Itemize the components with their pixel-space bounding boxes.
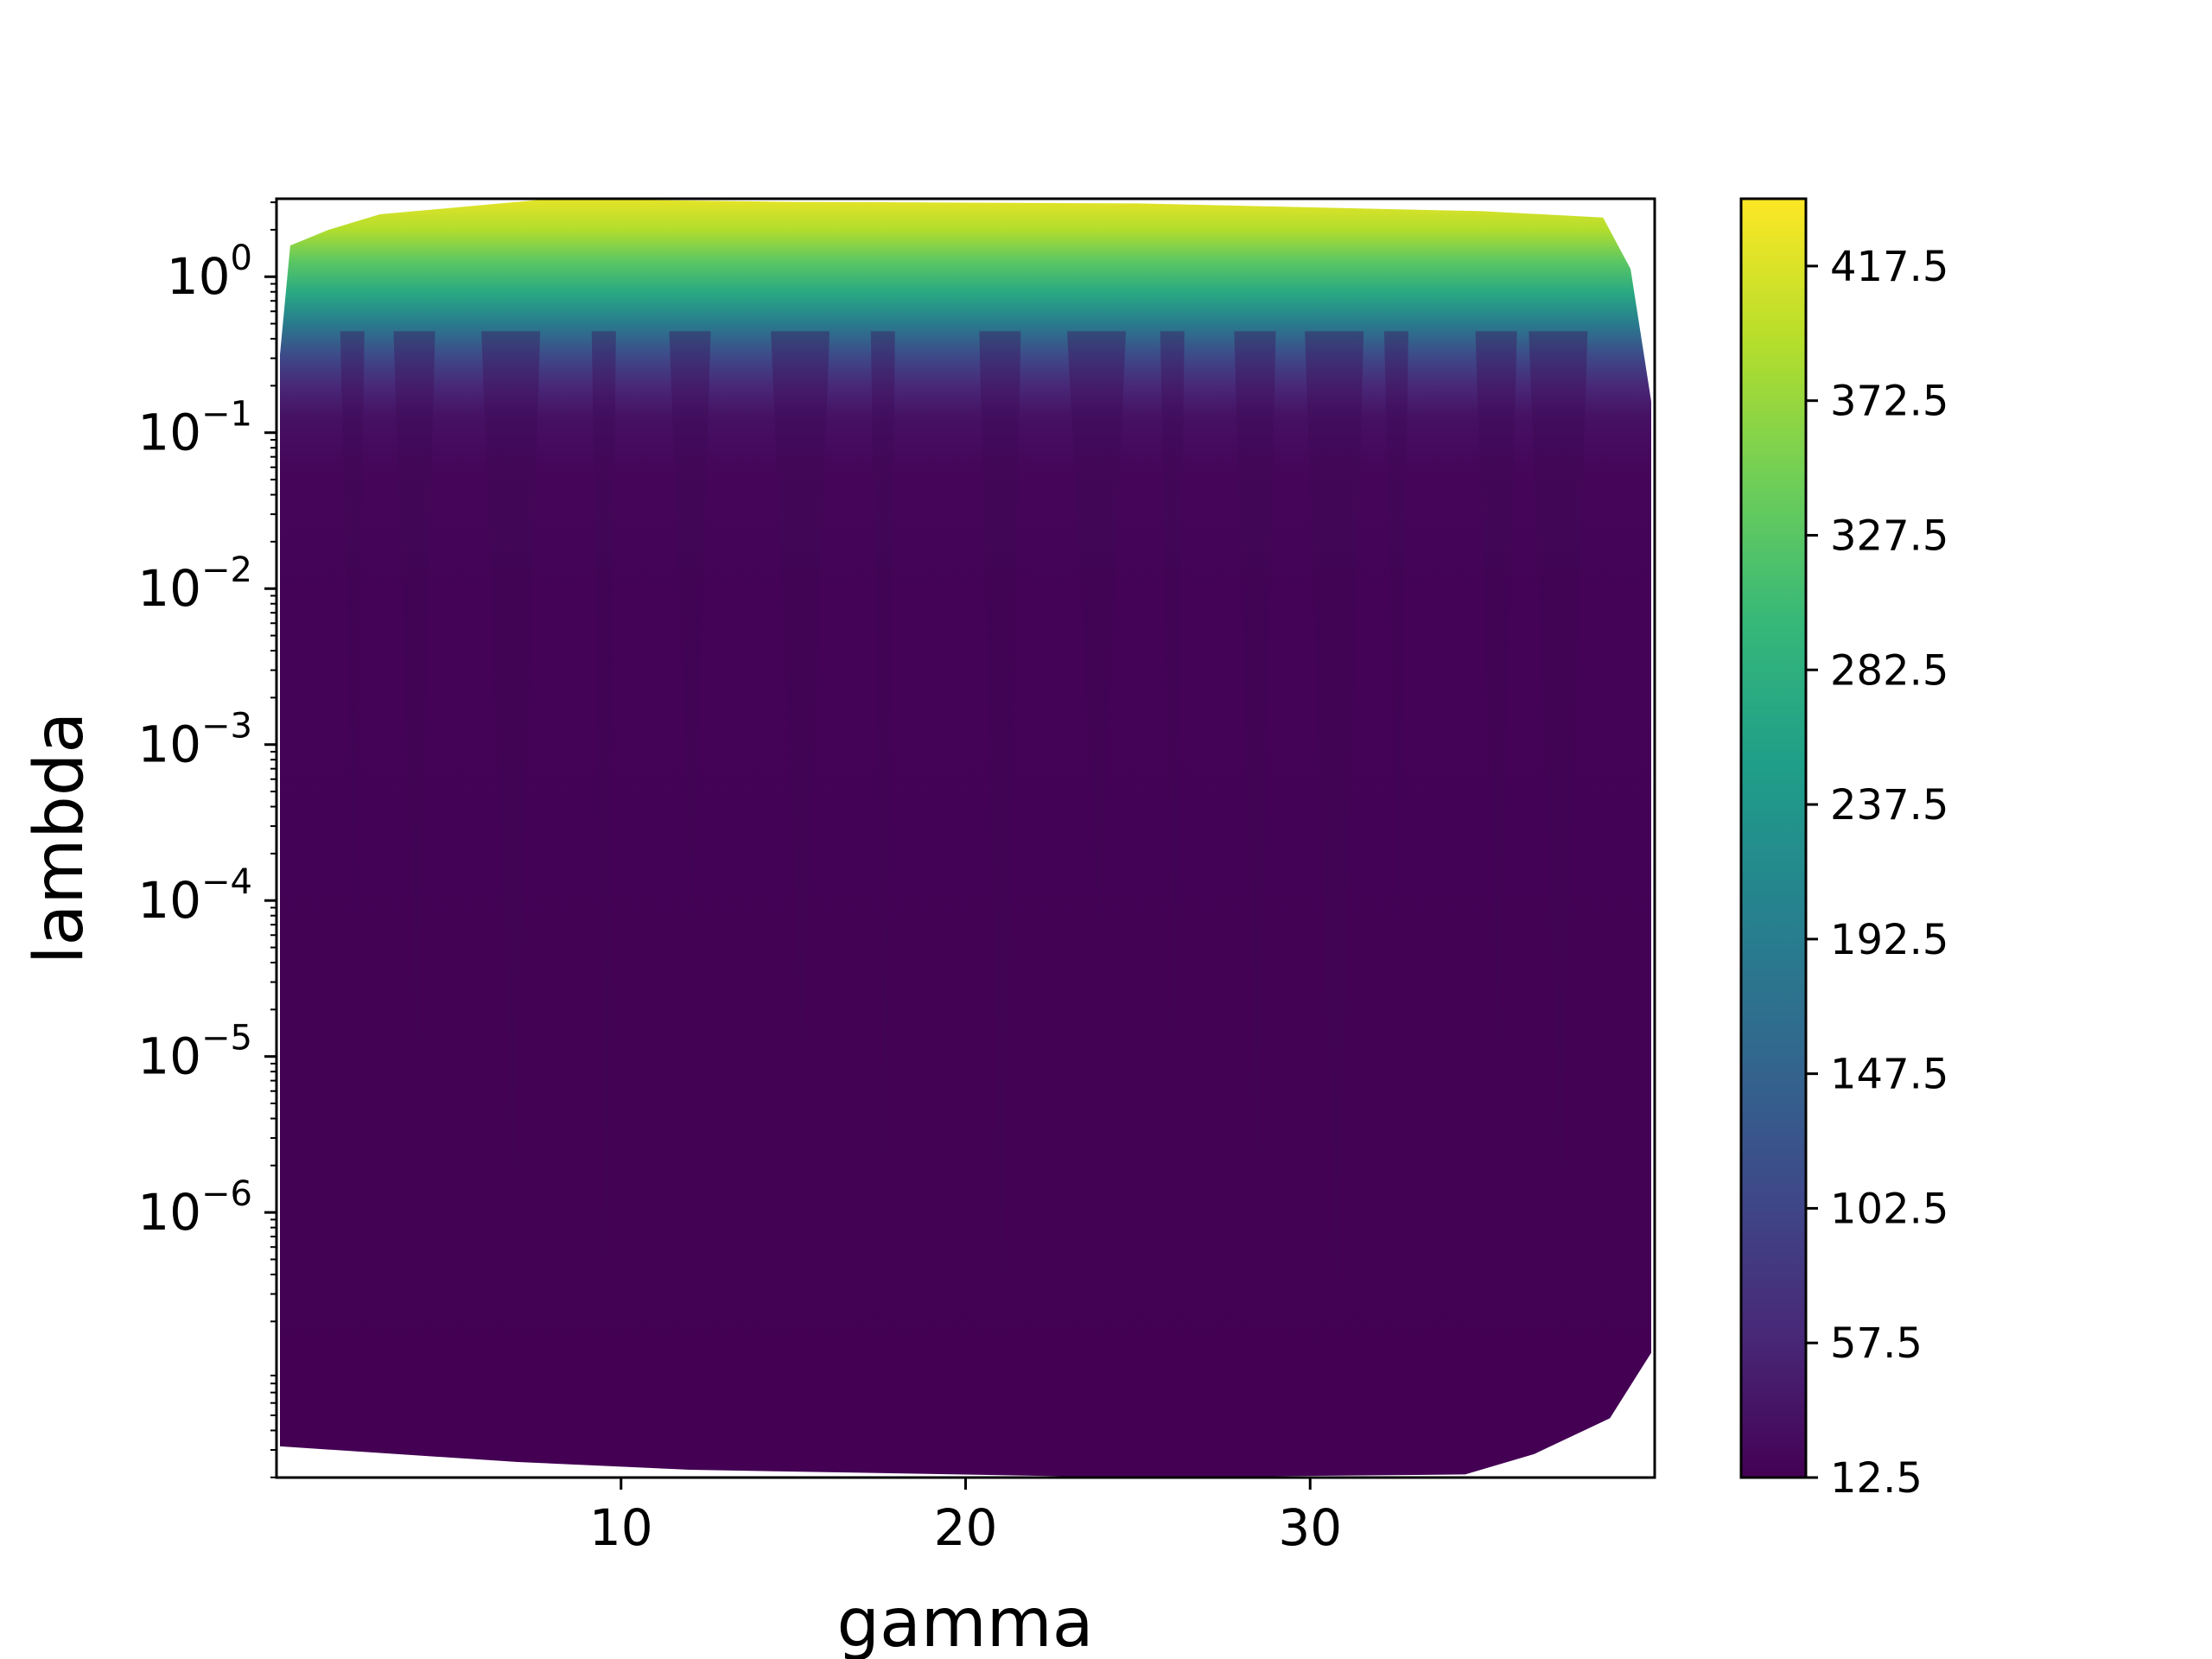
- colorbar-tick-label: 282.5: [1830, 646, 1948, 695]
- colorbar-tick-label: 147.5: [1830, 1051, 1948, 1099]
- y-tick-label: 10−6: [137, 1174, 252, 1242]
- contour-streak: [669, 331, 711, 932]
- colorbar-tick-label: 12.5: [1830, 1454, 1923, 1503]
- contour-streak: [1475, 331, 1517, 1057]
- colorbar-tick-label: 57.5: [1830, 1319, 1923, 1368]
- contour-streak: [1529, 331, 1588, 1182]
- x-axis-label: gamma: [836, 1585, 1093, 1659]
- y-axis-label: lambda: [21, 712, 99, 964]
- contour-streak: [870, 331, 895, 1182]
- colorbar-frame: [1739, 197, 1808, 1479]
- colorbar-ticks: 12.5 57.5 102.5 147.5 192.5 237.5 282.5 327.5 37…: [1806, 243, 1948, 1503]
- colorbar-gradient: [1741, 199, 1806, 1478]
- contour-streak: [1383, 331, 1408, 932]
- contour-streak: [481, 331, 541, 1182]
- contour-field: [280, 199, 1651, 1478]
- colorbar-tick-label: 102.5: [1830, 1185, 1948, 1233]
- colorbar-tick-label: 417.5: [1830, 243, 1948, 291]
- contour-streak: [393, 331, 435, 1057]
- x-tick-label: 10: [589, 1498, 653, 1557]
- contour-streak: [1234, 331, 1276, 1182]
- y-axis: 100 10−1 10−2 10−3 10−4 10−5 10−6: [137, 201, 276, 1478]
- contour-streak: [1305, 331, 1364, 1306]
- y-tick-label: 10−5: [137, 1019, 252, 1086]
- contour-streak: [1160, 331, 1185, 1057]
- colorbar-tick-label: 327.5: [1830, 512, 1948, 560]
- colorbar: 12.5 57.5 102.5 147.5 192.5 237.5 282.5 327.5 37…: [1739, 197, 1948, 1503]
- contour-streak: [591, 331, 616, 1306]
- colorbar-tick-label: 372.5: [1830, 378, 1948, 426]
- contour-streaks: [340, 331, 1588, 1306]
- x-tick-label: 30: [1278, 1498, 1342, 1557]
- y-tick-label: 10−1: [137, 395, 252, 462]
- colorbar-tick-label: 237.5: [1830, 781, 1948, 830]
- colorbar-tick-label: 192.5: [1830, 916, 1948, 964]
- x-axis: 10 20 30: [589, 1478, 1342, 1557]
- contour-streak: [340, 331, 365, 932]
- y-tick-label: 10−4: [137, 862, 252, 930]
- y-tick-label: 100: [167, 238, 252, 306]
- y-tick-label: 10−3: [137, 707, 252, 774]
- contour-streak: [1067, 331, 1127, 932]
- x-tick-label: 20: [934, 1498, 998, 1557]
- plot-area: 10 20 30 100 10−1 10−2 10−3 10−4 10−5 10−6 gamma…: [21, 197, 1656, 1659]
- contour-streak: [771, 331, 830, 1057]
- contour-streak: [979, 331, 1021, 1306]
- y-tick-label: 10−2: [137, 550, 252, 618]
